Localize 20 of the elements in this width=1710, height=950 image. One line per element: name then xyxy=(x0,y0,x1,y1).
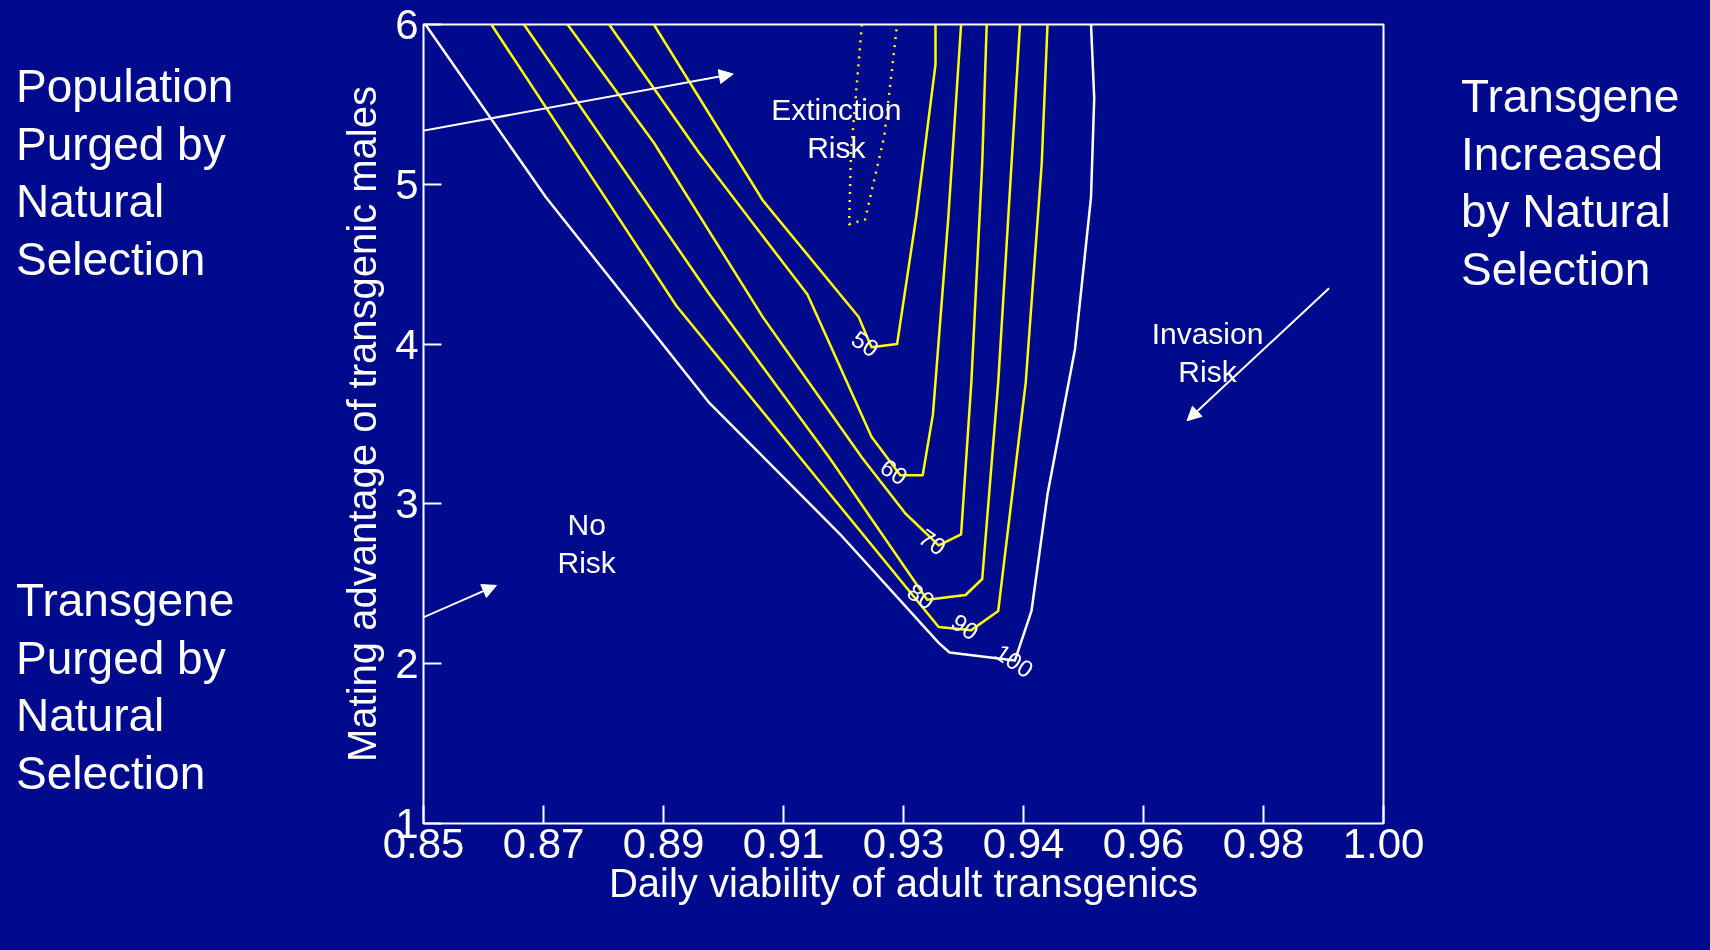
y-axis-title: Mating advantage of transgenic males xyxy=(340,86,385,762)
annotation: No Risk xyxy=(557,508,617,580)
annotation: Invasion Risk xyxy=(1151,316,1264,388)
text: Transgene Purged by Natural Selection xyxy=(16,573,235,801)
y-tick-label: 3 xyxy=(395,480,419,528)
annotation: Extinction Risk xyxy=(771,92,902,164)
text: Population Purged by Natural Selection xyxy=(16,59,234,287)
text: 50 xyxy=(846,325,884,363)
y-tick-label: 5 xyxy=(395,160,419,208)
x-tick-label: 1.00 xyxy=(1342,819,1425,867)
y-tick-label: 2 xyxy=(395,640,419,688)
y-tick-label: 4 xyxy=(395,320,419,368)
text: 90 xyxy=(946,607,984,646)
x-tick-label: 0.98 xyxy=(1222,819,1305,867)
x-tick-label: 0.87 xyxy=(502,819,585,867)
y-tick-label: 6 xyxy=(395,1,419,48)
text: 70 xyxy=(913,523,952,561)
text: 80 xyxy=(902,577,940,615)
text: 60 xyxy=(875,452,913,491)
text: Transgene Increased by Natural Selection xyxy=(1461,69,1680,297)
